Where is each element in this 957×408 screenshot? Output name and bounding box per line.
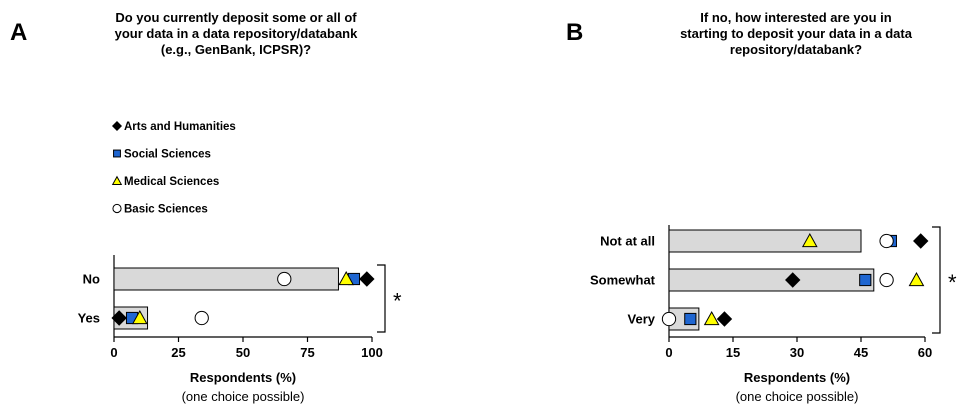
panel-a-x-tick-label: 100 [361,345,383,360]
legend: Arts and Humanities Social Sciences Medica… [111,120,236,216]
panel-a-point-arts [359,271,375,287]
panel-b-x-axis-sublabel: (one choice possible) [736,389,859,404]
panel-b-x-axis-label: Respondents (%) [744,370,850,385]
panel-a-x-tick-label: 0 [110,345,117,360]
panel-b-x-tick-label: 30 [790,345,804,360]
panel-b-point-basic [661,311,677,327]
legend-basic-marker [112,203,122,214]
panel-a-title-line-1: Do you currently deposit some or all of [115,10,357,25]
panel-b-x-tick-label: 15 [726,345,740,360]
panel-b-plot: 0 15 30 45 60 Not at all Somewhat Very * [590,225,957,360]
panel-a-title-line-3: (e.g., GenBank, ICPSR)? [161,42,311,57]
panel-a-x-axis-sublabel: (one choice possible) [182,389,305,404]
panel-a-plot: 0 25 50 75 100 No Yes * [78,255,402,360]
panel-b-significance-bracket [932,226,941,334]
panel-b-category-label: Very [628,312,656,327]
panel-b-letter: B [566,19,583,46]
panel-b-bar-somewhat [668,268,875,292]
panel-b-category-label: Not at all [600,234,655,249]
panel-b-point-medical [703,310,720,326]
panel-a-point-arts [111,310,127,326]
panel-a-title-line-2: your data in a data repository/databank [115,26,358,41]
legend-medical-marker [111,175,123,185]
panel-a-point-basic [194,310,209,326]
panel-a-x-tick-label: 75 [300,345,314,360]
legend-social-label: Social Sciences [124,149,211,161]
panel-a-point-medical [131,309,148,325]
legend-basic-label: Basic Sciences [124,204,208,216]
panel-a-point-medical [338,270,355,286]
legend-arts-label: Arts and Humanities [124,121,236,133]
panel-b-point-basic [879,272,894,288]
legend-medical-label: Medical Sciences [124,176,219,188]
panel-b-point-social [859,273,872,287]
panel-a-bar-no [113,267,339,291]
panel-b-x-tick-label: 0 [665,345,672,360]
panel-b-title-line-3: repository/databank? [730,42,862,57]
panel-a-category-label: No [83,272,100,287]
panel-b-point-medical [908,271,925,287]
panel-a-letter: A [10,19,27,46]
panel-a-x-tick-label: 50 [236,345,250,360]
panel-b-point-basic [879,233,894,249]
panel-b-point-medical [801,232,818,248]
panel-a-significance-star: * [393,289,402,314]
panel-b-point-arts [716,311,733,327]
panel-b-point-arts [913,233,929,249]
panel-a-x-tick-label: 25 [171,345,185,360]
legend-social-marker [113,149,121,158]
panel-b-point-arts [785,272,801,288]
panel-b-x-tick-label: 60 [918,345,932,360]
panel-b-bar-not-at-all [668,229,862,253]
legend-arts-marker [111,120,123,132]
panel-b-title-line-1: If no, how interested are you in [700,10,891,25]
panel-a-point-basic [277,271,292,287]
panel-a-significance-bracket [377,264,386,333]
panel-b-title-line-2: starting to deposit your data in a data [680,26,913,41]
panel-b-point-social [684,312,697,326]
panel-a-x-axis-label: Respondents (%) [190,370,296,385]
panel-b-significance-star: * [948,270,957,295]
panel-b-category-label: Somewhat [590,273,656,288]
panel-a-category-label: Yes [78,311,100,326]
panel-b-x-tick-label: 45 [854,345,868,360]
